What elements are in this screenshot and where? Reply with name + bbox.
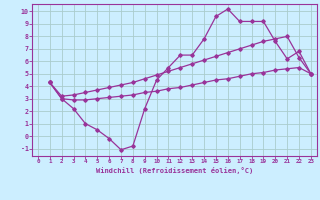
X-axis label: Windchill (Refroidissement éolien,°C): Windchill (Refroidissement éolien,°C)	[96, 167, 253, 174]
